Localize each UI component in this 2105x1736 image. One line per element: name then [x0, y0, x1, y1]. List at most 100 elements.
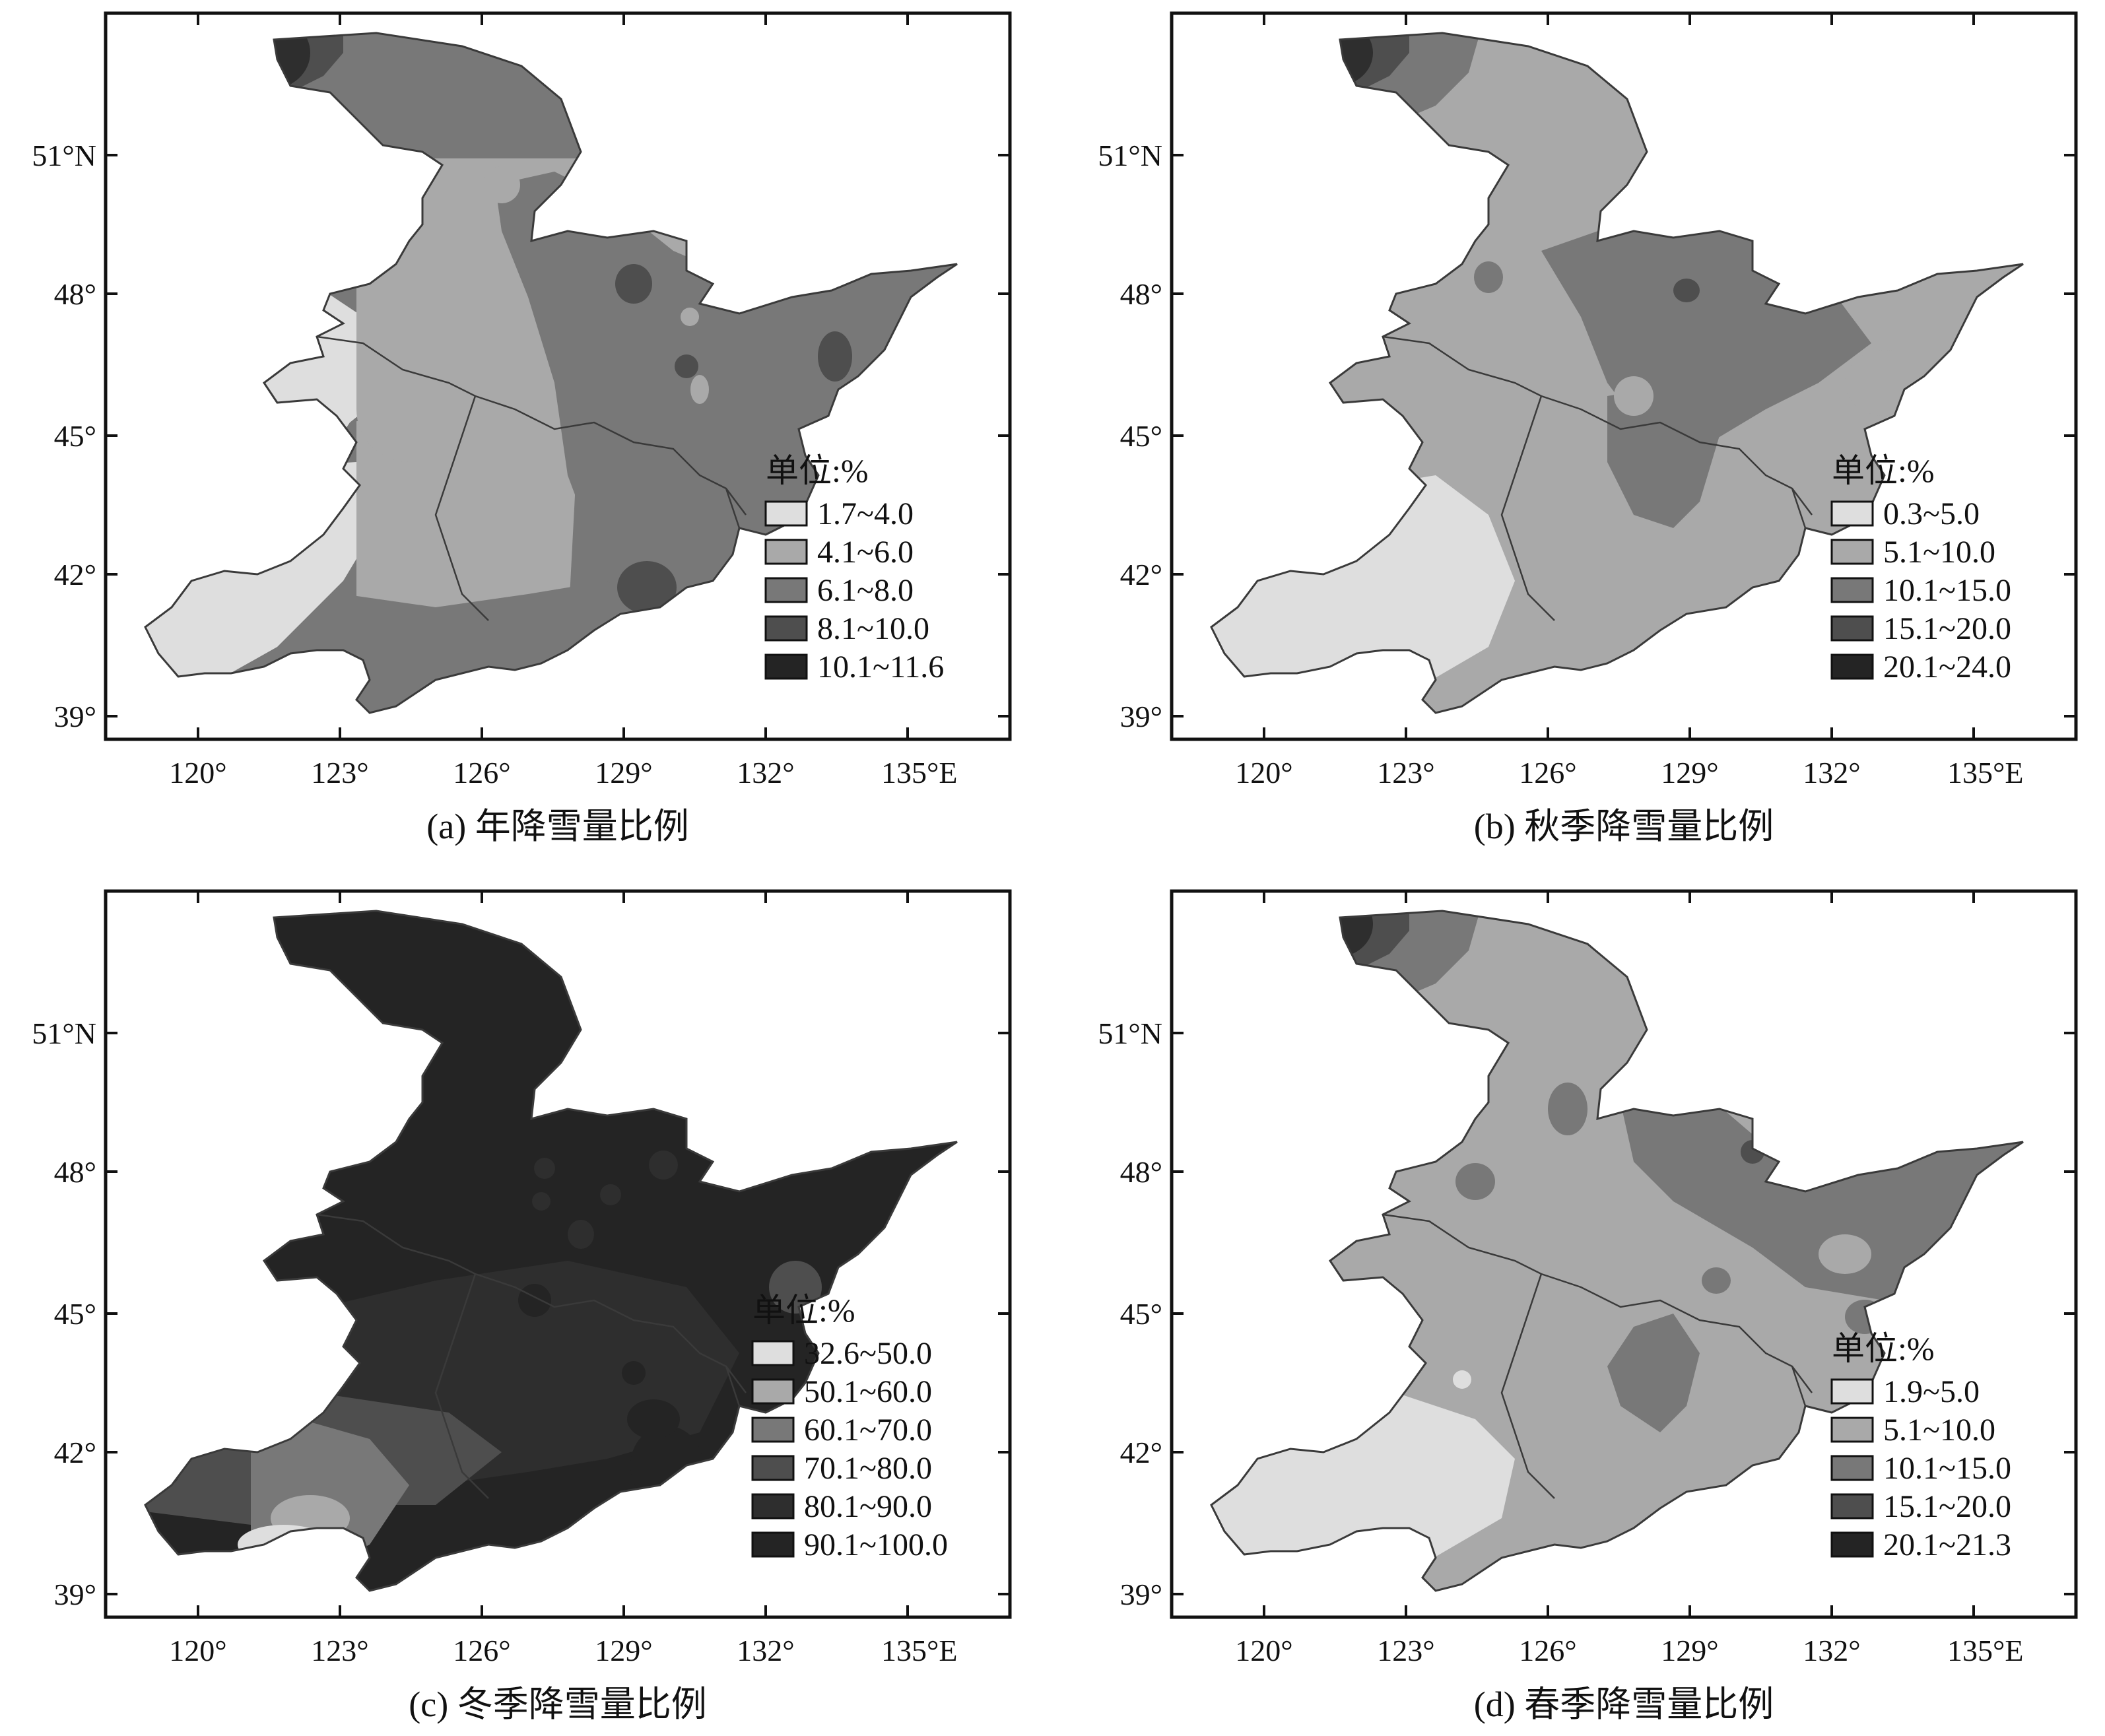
- legend-label: 20.1~24.0: [1883, 650, 2011, 684]
- map-zone-spot: [675, 354, 698, 378]
- legend-label: 10.1~11.6: [817, 650, 944, 684]
- map-zone-spot: [627, 1399, 680, 1439]
- legend-swatch: [764, 653, 808, 680]
- legend-label: 60.1~70.0: [804, 1413, 932, 1448]
- y-tick-label: 42°: [54, 1436, 96, 1469]
- legend-label: 10.1~15.0: [1883, 573, 2011, 608]
- map-panel-d: 120° 123° 126° 129° 132° 135°E 51°N 48° 45° 42° 39…: [1098, 889, 2078, 1724]
- legend-swatch: [764, 615, 808, 642]
- map-zone-spot: [150, 1457, 180, 1486]
- x-tick-label: 120°: [1235, 1634, 1292, 1667]
- y-tick-label: 48°: [54, 1155, 96, 1189]
- panel-caption: (c) 冬季降雪量比例: [409, 1685, 706, 1724]
- y-tick-label: 39°: [1120, 1578, 1162, 1611]
- map-zone-spot: [1702, 1267, 1731, 1294]
- legend-swatch: [1830, 500, 1874, 527]
- map-zone-spot: [518, 1284, 551, 1317]
- legend-label: 10.1~15.0: [1883, 1451, 2011, 1486]
- map-zone-spot: [1845, 1300, 1885, 1334]
- map-zone-spot: [1300, 911, 1373, 957]
- x-tick-label: 132°: [737, 756, 794, 789]
- legend-title: 单位:%: [1832, 452, 1935, 489]
- legend: 单位:% 0.3~5.0 5.1~10.010.1~15.015.1~20.0 20.…: [1830, 452, 2011, 684]
- panel-caption: (d) 春季降雪量比例: [1474, 1685, 1774, 1724]
- legend-label: 90.1~100.0: [804, 1527, 948, 1562]
- legend-label: 50.1~60.0: [804, 1374, 932, 1409]
- legend-label: 6.1~8.0: [817, 573, 914, 608]
- map-zone-spot: [1474, 261, 1503, 293]
- map-zone-spot: [764, 251, 793, 277]
- legend-swatch: [1830, 1378, 1874, 1405]
- map-zone-spot: [483, 166, 520, 203]
- x-tick-label: 126°: [453, 756, 510, 789]
- legend-label: 5.1~10.0: [1883, 1413, 1995, 1448]
- y-tick-label: 48°: [1120, 277, 1162, 311]
- legend-swatch: [751, 1417, 795, 1443]
- map-frame: [1170, 11, 2078, 741]
- legend-swatch: [751, 1455, 795, 1481]
- x-tick-label: 132°: [1803, 1634, 1860, 1667]
- legend: 单位:% 1.9~5.0 5.1~10.010.1~15.015.1~20.020.…: [1830, 1330, 2011, 1562]
- legend-label: 80.1~90.0: [804, 1489, 932, 1524]
- y-tick-label: 51°N: [32, 1017, 96, 1050]
- map-zone-spot: [532, 1192, 551, 1211]
- x-tick-label: 129°: [595, 756, 652, 789]
- legend-label: 15.1~20.0: [1883, 611, 2011, 646]
- legend-swatch: [1830, 1455, 1874, 1481]
- map-panels: 120° 123° 126° 129° 132° 135°E 51°N 48° 45° 42° 39…: [32, 11, 2078, 1724]
- legend-label: 0.3~5.0: [1883, 496, 1980, 531]
- map-zone-spot: [534, 1158, 555, 1179]
- map-zone-spot: [231, 33, 310, 89]
- map-zone-spot: [1673, 279, 1700, 302]
- legend-title: 单位:%: [766, 452, 869, 489]
- legend-label: 32.6~50.0: [804, 1336, 932, 1371]
- legend-swatch: [1830, 653, 1874, 680]
- legend-label: 20.1~21.3: [1883, 1527, 2011, 1562]
- legend-swatch: [751, 1340, 795, 1366]
- y-tick-label: 45°: [54, 419, 96, 453]
- map-zone-spot: [1300, 33, 1373, 86]
- map-zone-spot: [615, 264, 652, 304]
- x-tick-label: 123°: [1377, 1634, 1434, 1667]
- legend-swatch: [751, 1493, 795, 1519]
- x-tick-label: 123°: [311, 756, 368, 789]
- map-zone-spot: [1845, 350, 1924, 416]
- y-tick-label: 51°N: [1098, 1017, 1162, 1050]
- y-tick-label: 39°: [1120, 700, 1162, 733]
- legend-swatch: [1830, 1531, 1874, 1558]
- y-tick-label: 45°: [1120, 419, 1162, 453]
- x-tick-label: 126°: [453, 1634, 510, 1667]
- map-zone-spot: [600, 1184, 621, 1205]
- legend-label: 8.1~10.0: [817, 611, 929, 646]
- map-panel-c: 120° 123° 126° 129° 132° 135°E 51°N 48° 45° 42° 39…: [32, 889, 1012, 1724]
- map-zone-spot: [630, 1426, 703, 1505]
- map-zone-spot: [238, 1525, 330, 1564]
- x-tick-label: 120°: [1235, 756, 1292, 789]
- x-tick-label: 120°: [169, 756, 226, 789]
- map-zone-spot: [1548, 1083, 1587, 1135]
- x-tick-label: 135°E: [1947, 756, 2024, 789]
- map-zone-spot: [1614, 376, 1654, 416]
- legend-swatch: [764, 577, 808, 603]
- x-tick-label: 120°: [169, 1634, 226, 1667]
- x-tick-label: 123°: [311, 1634, 368, 1667]
- x-tick-label: 123°: [1377, 756, 1434, 789]
- x-tick-label: 126°: [1519, 1634, 1576, 1667]
- map-zone-spot: [1453, 1370, 1471, 1389]
- map-zone-spot: [1455, 1163, 1495, 1200]
- map-zone-spot: [622, 1361, 646, 1385]
- map-zone-spot: [681, 308, 699, 326]
- map-zone-spot: [568, 1220, 594, 1249]
- y-tick-label: 45°: [1120, 1297, 1162, 1331]
- y-tick-label: 45°: [54, 1297, 96, 1331]
- legend-swatch: [751, 1378, 795, 1405]
- map-zone-spot: [690, 375, 709, 404]
- legend-swatch: [1830, 577, 1874, 603]
- legend-label: 70.1~80.0: [804, 1451, 932, 1486]
- map-frame: [1170, 889, 2078, 1619]
- x-tick-label: 132°: [1803, 756, 1860, 789]
- y-tick-label: 48°: [1120, 1155, 1162, 1189]
- y-tick-label: 51°N: [1098, 139, 1162, 172]
- x-tick-label: 129°: [1661, 756, 1718, 789]
